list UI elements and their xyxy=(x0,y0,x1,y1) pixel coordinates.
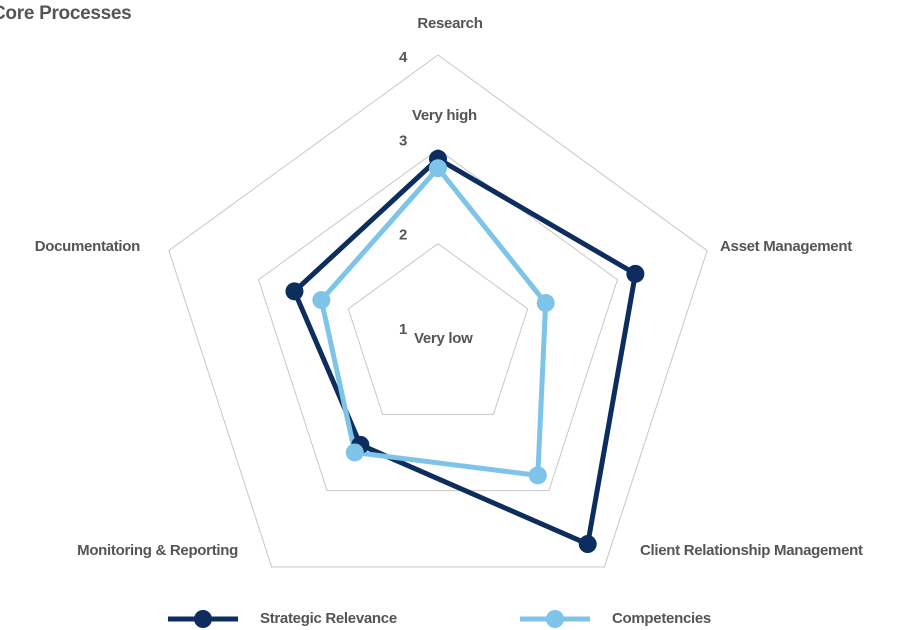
annotation: Very low xyxy=(414,330,473,347)
legend-label: Competencies xyxy=(612,610,711,627)
marker xyxy=(345,443,364,462)
grid-ring xyxy=(257,148,619,492)
r-tick-label: 2 xyxy=(399,227,407,244)
marker xyxy=(578,535,597,554)
chart-title: Core Processes xyxy=(0,3,131,24)
axis-label: Monitoring & Reporting xyxy=(77,542,238,559)
series-line xyxy=(318,165,549,478)
legend-marker xyxy=(194,610,212,628)
marker xyxy=(536,294,555,313)
r-tick-label: 1 xyxy=(399,321,407,338)
axis-label: Client Relationship Management xyxy=(640,542,863,559)
legend-marker xyxy=(546,610,564,628)
series-line xyxy=(291,156,638,547)
grid-ring xyxy=(168,54,708,568)
marker xyxy=(528,466,547,485)
legend-label: Strategic Relevance xyxy=(260,610,397,627)
axis-label: Asset Management xyxy=(720,238,852,255)
marker xyxy=(312,291,331,310)
marker xyxy=(626,264,645,283)
axis-label: Research xyxy=(417,15,482,32)
annotation: Very high xyxy=(412,107,477,124)
axis-label: Documentation xyxy=(35,238,140,255)
marker xyxy=(285,282,304,301)
r-tick-label: 4 xyxy=(399,49,408,66)
marker xyxy=(429,159,447,178)
r-tick-label: 3 xyxy=(399,132,407,149)
grid-ring xyxy=(347,243,529,415)
